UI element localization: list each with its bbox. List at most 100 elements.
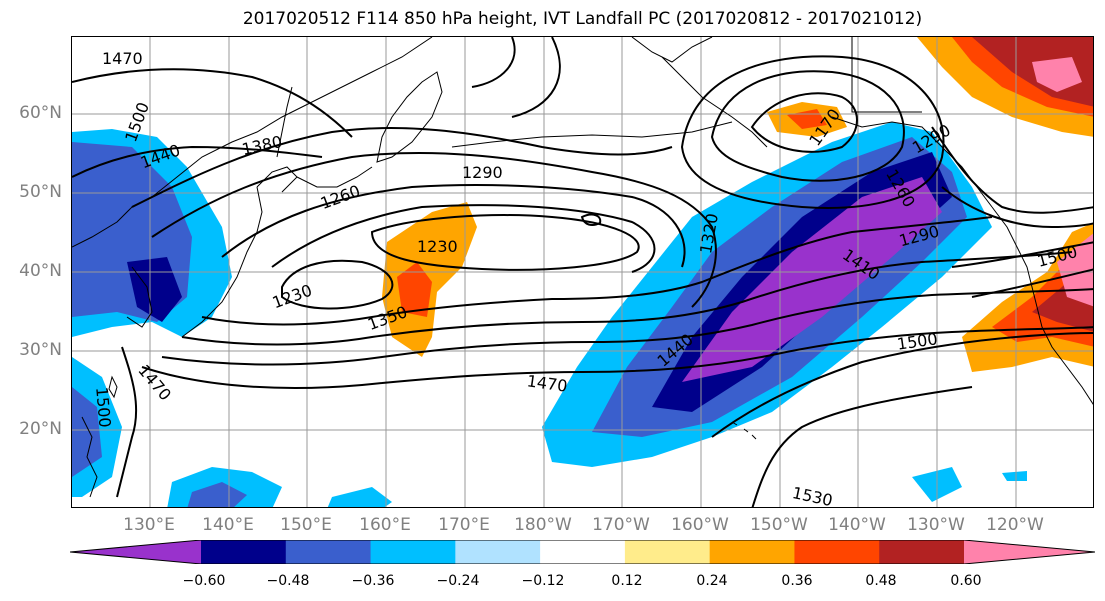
- gridlines: [72, 37, 1093, 507]
- lon-label-170e: 170°E: [438, 515, 490, 535]
- lon-label-180w: 180°W: [514, 515, 572, 535]
- contour-1170: [750, 92, 858, 153]
- coastlines: [72, 37, 1093, 498]
- philippines: [81, 416, 98, 498]
- colorbar: [70, 540, 1095, 564]
- lon-label-140w: 140°W: [828, 515, 886, 535]
- lon-label-140e: 140°E: [202, 515, 254, 535]
- map-canvas: 1470 1500 1440 1380 1260 1290 1230 1230 …: [72, 37, 1093, 508]
- contour-1260: [271, 204, 656, 273]
- aleutians: [451, 121, 733, 148]
- lon-label-120w: 120°W: [986, 515, 1044, 535]
- kamchatka: [376, 71, 443, 163]
- kuril-islands: [296, 166, 373, 188]
- contour-1230-west: [281, 259, 394, 310]
- colorbar-cell: [879, 540, 965, 564]
- contour-na-3: [951, 241, 1093, 268]
- colorbar-tick: 0.36: [781, 573, 813, 589]
- colorbar-cell: [540, 540, 626, 564]
- na-coast: [991, 206, 1093, 405]
- colorbar-tick: 0.60: [950, 573, 982, 589]
- contour-label: 1530: [791, 483, 835, 508]
- contour-north-a: [471, 37, 516, 88]
- lon-label-130w: 130°W: [907, 515, 965, 535]
- asia-coast: [72, 37, 433, 248]
- contour-1500-east: [711, 332, 1093, 438]
- colorbar-extend-min: [70, 540, 201, 564]
- ivt-neg-south-patch2: [327, 487, 392, 507]
- colorbar-cell: [285, 540, 372, 564]
- colorbar-cell: [455, 540, 541, 564]
- contour-label: 1500: [896, 329, 939, 353]
- figure-title: 2017020512 F114 850 hPa height, IVT Land…: [242, 9, 923, 29]
- alaska-north: [631, 37, 713, 63]
- ivt-neg-south-patch4: [1002, 471, 1027, 481]
- colorbar-tick: −0.12: [521, 573, 565, 589]
- contour-center-low: [580, 213, 602, 226]
- height-contours: [72, 37, 1093, 507]
- hokkaido: [256, 166, 298, 193]
- ivt-pos-se-pink: [1057, 233, 1093, 307]
- contour-label: 1500: [92, 386, 114, 428]
- contour-na-2: [941, 186, 1093, 229]
- taiwan: [108, 375, 118, 399]
- lon-label-150e: 150°E: [280, 515, 332, 535]
- korea-coast: [126, 266, 153, 328]
- contour-1440-nw: [72, 145, 323, 178]
- contour-1530: [751, 386, 973, 507]
- lon-label-160w: 160°W: [671, 515, 729, 535]
- lon-label-160e: 160°E: [359, 515, 411, 535]
- lat-label-50n: 50°N: [19, 182, 62, 202]
- lon-label-170w: 170°W: [592, 515, 650, 535]
- contour-label: 1470: [102, 49, 143, 68]
- contour-1440: [161, 288, 1093, 366]
- colorbar-tick: −0.60: [182, 573, 226, 589]
- lat-label-30n: 30°N: [19, 340, 62, 360]
- contour-1470: [141, 326, 1093, 389]
- ivt-neg-west-dark: [127, 257, 182, 322]
- contour-label: 1470: [134, 361, 175, 404]
- map-panel: 1470 1500 1440 1380 1260 1290 1230 1230 …: [71, 36, 1094, 508]
- colorbar-cell: [709, 540, 795, 564]
- colorbar-tick: −0.48: [266, 573, 310, 589]
- colorbar-cell: [624, 540, 711, 564]
- ivt-ar-core: [682, 177, 942, 382]
- lon-label-150w: 150°W: [750, 515, 808, 535]
- colorbar-tick: −0.24: [436, 573, 480, 589]
- contour-north-b: [511, 37, 561, 118]
- ivt-pos-ne-pink: [1032, 57, 1082, 92]
- contour-1230-east: [370, 214, 640, 271]
- contour-label: 1260: [318, 181, 363, 213]
- colorbar-tick: 0.12: [611, 573, 643, 589]
- colorbar-cell: [370, 540, 456, 564]
- contour-label: 1290: [462, 163, 503, 182]
- contour-1500: [116, 346, 138, 498]
- lat-label-20n: 20°N: [19, 419, 62, 439]
- contour-alaska-ring2: [680, 55, 945, 209]
- lat-label-40n: 40°N: [19, 261, 62, 281]
- contour-na-1: [931, 126, 1093, 214]
- contour-1290: [221, 184, 686, 268]
- lon-label-130e: 130°E: [123, 515, 175, 535]
- colorbar-tick: 0.24: [696, 573, 728, 589]
- colorbar-extend-max: [964, 540, 1095, 564]
- colorbar-tick: −0.36: [351, 573, 395, 589]
- colorbar-tick: 0.48: [865, 573, 897, 589]
- colorbar-cell: [794, 540, 880, 564]
- ivt-neg-south-patch1-mid: [187, 482, 247, 507]
- ivt-pos-central-core: [397, 262, 432, 317]
- contour-label: 1230: [417, 237, 458, 256]
- lat-label-60n: 60°N: [19, 103, 62, 123]
- ivt-neg-west-south-mid: [72, 387, 102, 477]
- contour-1380: [131, 126, 673, 208]
- contour-1470-nw: [72, 68, 353, 138]
- contour-1410: [181, 251, 1073, 346]
- contour-label: 1470: [526, 371, 569, 395]
- colorbar-cell: [201, 540, 287, 564]
- alaska-box: [851, 37, 922, 113]
- contour-1350: [201, 216, 993, 326]
- contour-na-4: [971, 268, 1093, 298]
- contour-1320: [151, 152, 717, 308]
- contour-alaska-ring1: [710, 70, 905, 182]
- alaska-west: [661, 56, 768, 148]
